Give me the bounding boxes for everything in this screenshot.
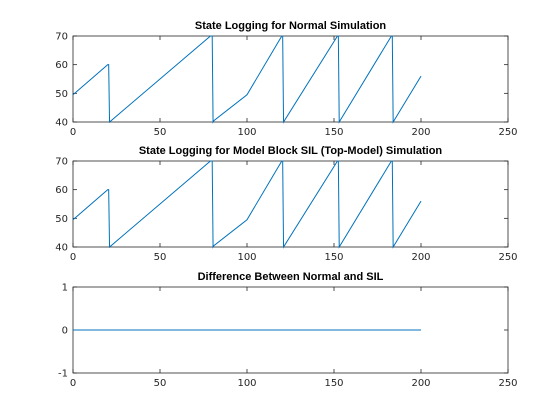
- y-tick-label: 60: [55, 185, 68, 196]
- x-tick-label: 0: [70, 252, 76, 263]
- x-tick-label: 150: [324, 378, 343, 389]
- x-tick-label: 250: [498, 378, 517, 389]
- axes-box: [72, 160, 509, 248]
- subplot-2: State Logging for Model Block SIL (Top-M…: [55, 145, 517, 263]
- x-tick-label: 150: [324, 127, 343, 138]
- x-tick-label: 50: [154, 127, 167, 138]
- subplot-title: State Logging for Normal Simulation: [195, 20, 387, 32]
- x-tick-label: 200: [411, 127, 430, 138]
- x-tick-label: 250: [498, 252, 517, 263]
- y-tick-label: 50: [55, 214, 68, 225]
- subplot-3: Difference Between Normal and SIL 0 50 100 1…: [58, 271, 518, 389]
- series-line: [72, 160, 422, 249]
- y-tick-label: 0: [62, 326, 68, 337]
- y-tick-label: -1: [58, 369, 68, 380]
- x-tick-label: 150: [324, 252, 343, 263]
- y-tick-label: 70: [55, 157, 68, 168]
- series-line: [72, 35, 422, 124]
- y-tick-label: 50: [55, 89, 68, 100]
- y-tick-label: 40: [55, 118, 68, 129]
- x-tick-label: 200: [411, 252, 430, 263]
- x-tick-label: 100: [237, 252, 256, 263]
- x-tick-label: 250: [498, 127, 517, 138]
- y-tick-label: 70: [55, 32, 68, 43]
- y-tick-label: 1: [62, 283, 68, 294]
- axes-box: [72, 35, 509, 123]
- x-tick-label: 200: [411, 378, 430, 389]
- x-tick-label: 100: [237, 127, 256, 138]
- x-tick-label: 100: [237, 378, 256, 389]
- x-tick-label: 50: [154, 378, 167, 389]
- y-tick-label: 60: [55, 60, 68, 71]
- x-tick-label: 0: [70, 378, 76, 389]
- x-tick-label: 50: [154, 252, 167, 263]
- subplot-title: Difference Between Normal and SIL: [198, 271, 384, 283]
- subplot-1: State Logging for Normal Simulation 0 50 10…: [55, 20, 517, 138]
- y-tick-label: 40: [55, 243, 68, 254]
- x-tick-label: 0: [70, 127, 76, 138]
- subplot-title: State Logging for Model Block SIL (Top-M…: [139, 145, 443, 157]
